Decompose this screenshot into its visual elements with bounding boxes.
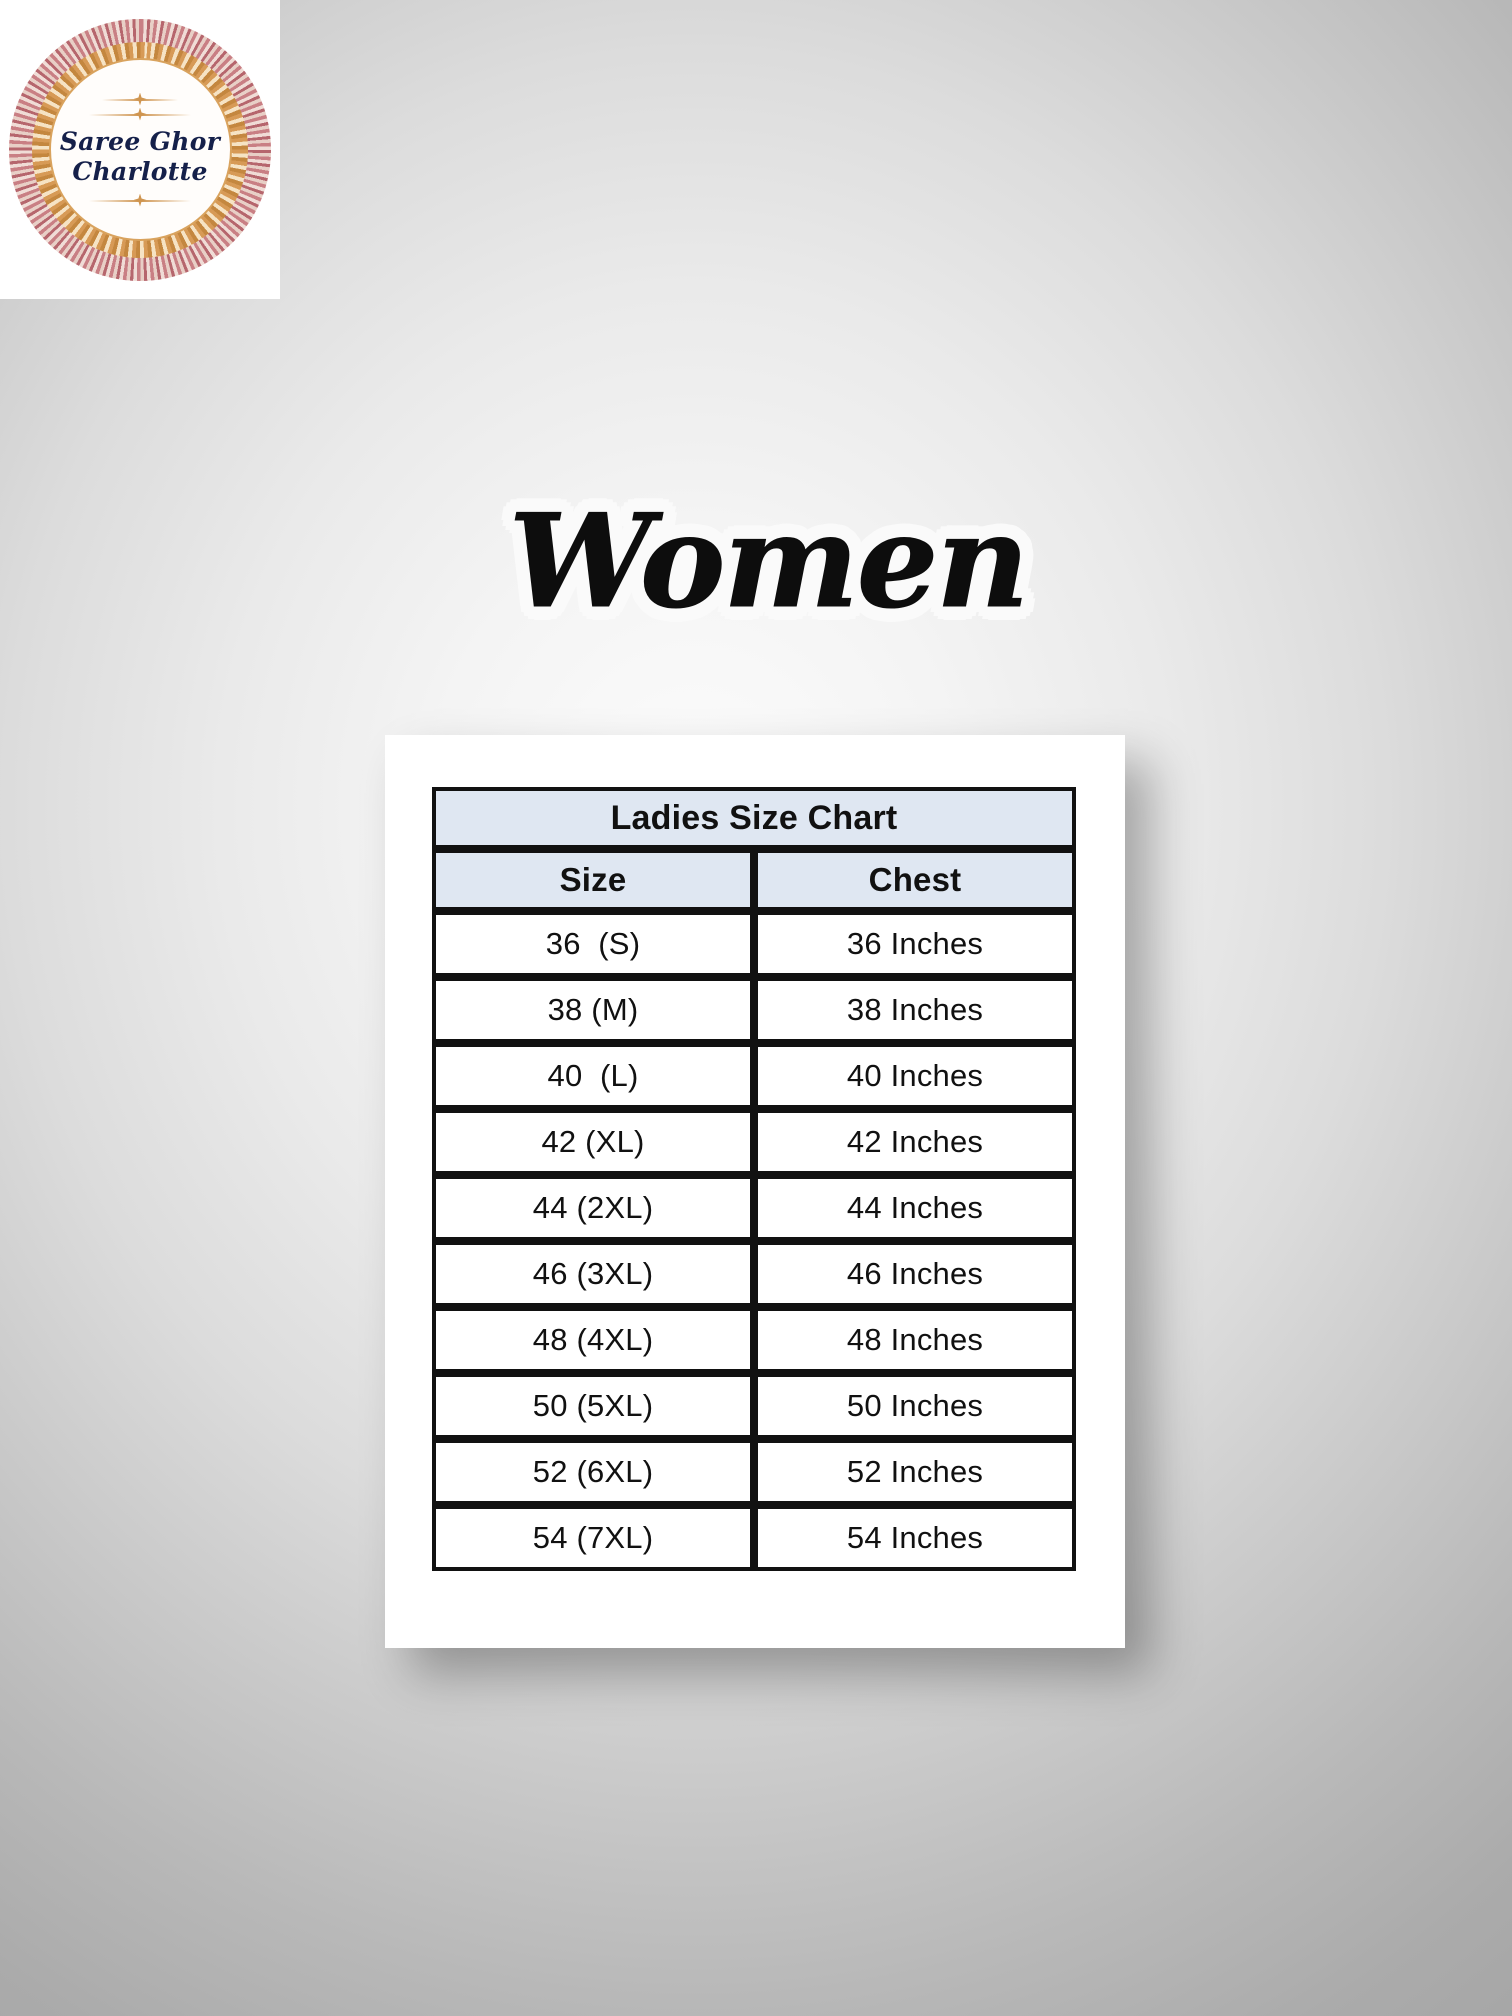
cell-size: 42 (XL) xyxy=(432,1109,754,1175)
cell-size: 40 (L) xyxy=(432,1043,754,1109)
cell-chest: 42 Inches xyxy=(754,1109,1076,1175)
column-header-size: Size xyxy=(432,849,754,911)
table-row: 54 (7XL) 54 Inches xyxy=(432,1505,1076,1571)
cell-chest: 54 Inches xyxy=(754,1505,1076,1571)
logo-flourish-bottom-icon xyxy=(81,193,199,208)
cell-size: 48 (4XL) xyxy=(432,1307,754,1373)
cell-size: 38 (M) xyxy=(432,977,754,1043)
logo-line-1: Saree Ghor xyxy=(59,126,221,156)
table-head: Ladies Size Chart Size Chest xyxy=(432,787,1076,911)
cell-chest: 44 Inches xyxy=(754,1175,1076,1241)
logo-line-2: Charlotte xyxy=(72,157,208,186)
brand-logo: Saree Ghor Charlotte xyxy=(0,0,280,299)
logo-center: Saree Ghor Charlotte xyxy=(48,58,232,241)
cell-chest: 36 Inches xyxy=(754,911,1076,977)
table-row: 50 (5XL) 50 Inches xyxy=(432,1373,1076,1439)
cell-size: 50 (5XL) xyxy=(432,1373,754,1439)
table-row: 42 (XL) 42 Inches xyxy=(432,1109,1076,1175)
table-row: 38 (M) 38 Inches xyxy=(432,977,1076,1043)
logo-crown-icon xyxy=(81,107,199,122)
logo-wordmark: Saree Ghor Charlotte xyxy=(60,122,220,193)
cell-chest: 38 Inches xyxy=(754,977,1076,1043)
table-row: 36 (S) 36 Inches xyxy=(432,911,1076,977)
cell-size: 44 (2XL) xyxy=(432,1175,754,1241)
column-header-chest: Chest xyxy=(754,849,1076,911)
logo-outer-ring: Saree Ghor Charlotte xyxy=(9,18,271,281)
table-title-row: Ladies Size Chart xyxy=(432,787,1076,849)
cell-size: 36 (S) xyxy=(432,911,754,977)
logo-inner-ring: Saree Ghor Charlotte xyxy=(32,41,248,258)
table-row: 46 (3XL) 46 Inches xyxy=(432,1241,1076,1307)
table-row: 40 (L) 40 Inches xyxy=(432,1043,1076,1109)
cell-chest: 52 Inches xyxy=(754,1439,1076,1505)
cell-chest: 48 Inches xyxy=(754,1307,1076,1373)
page-title-area: Women xyxy=(0,487,1512,637)
page-title: Women xyxy=(508,487,1030,637)
cell-size: 54 (7XL) xyxy=(432,1505,754,1571)
table-body: 36 (S) 36 Inches 38 (M) 38 Inches 40 (L) 40 I… xyxy=(432,911,1076,1571)
logo-flourish-top-icon xyxy=(94,92,186,107)
cell-size: 52 (6XL) xyxy=(432,1439,754,1505)
table-title: Ladies Size Chart xyxy=(432,787,1076,849)
size-chart-table: Ladies Size Chart Size Chest 36 (S) 36 In… xyxy=(432,787,1076,1571)
cell-size: 46 (3XL) xyxy=(432,1241,754,1307)
table-row: 44 (2XL) 44 Inches xyxy=(432,1175,1076,1241)
table-column-header-row: Size Chest xyxy=(432,849,1076,911)
cell-chest: 46 Inches xyxy=(754,1241,1076,1307)
cell-chest: 50 Inches xyxy=(754,1373,1076,1439)
size-chart-card: Ladies Size Chart Size Chest 36 (S) 36 In… xyxy=(385,735,1125,1648)
table-row: 52 (6XL) 52 Inches xyxy=(432,1439,1076,1505)
cell-chest: 40 Inches xyxy=(754,1043,1076,1109)
table-row: 48 (4XL) 48 Inches xyxy=(432,1307,1076,1373)
